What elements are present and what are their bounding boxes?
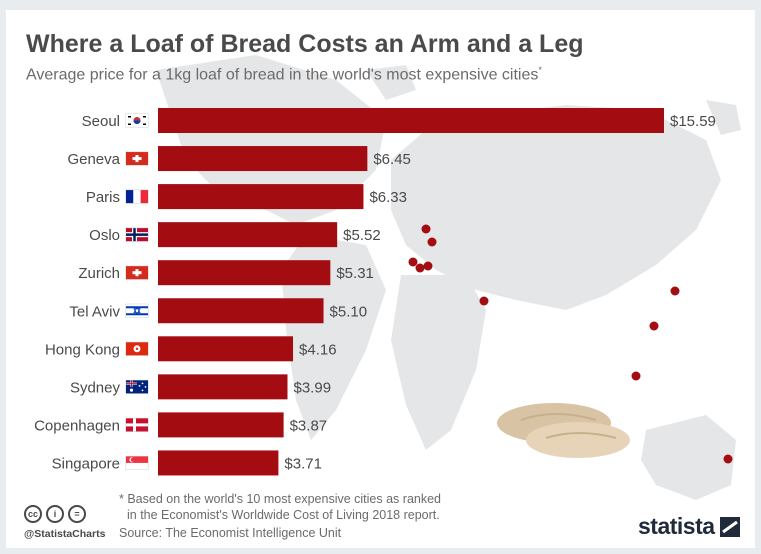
bar-chart: Seoul $15.59 Geneva $6.45 Paris $6.33 Oslo $5.5… — [34, 108, 716, 476]
category-label: Sydney — [70, 379, 121, 396]
denmark-flag-icon — [125, 417, 149, 432]
category-label: Zurich — [78, 265, 120, 282]
city-dot — [415, 263, 425, 273]
bar — [158, 450, 279, 476]
australia-flag-icon — [125, 379, 149, 394]
category-label: Geneva — [67, 151, 120, 168]
city-dot — [421, 224, 431, 234]
france-flag-icon — [125, 189, 149, 204]
value-label: $5.10 — [330, 303, 368, 320]
subtitle-footnote-mark: * — [538, 65, 542, 75]
norway-flag-icon — [125, 227, 149, 242]
bar — [158, 298, 324, 324]
logo-text: statista — [638, 513, 715, 539]
bar — [158, 374, 288, 400]
category-label: Seoul — [82, 113, 120, 130]
bar — [158, 412, 284, 438]
city-dot — [479, 296, 489, 306]
twitter-handle[interactable]: @StatistaCharts — [24, 528, 106, 540]
city-dot — [631, 371, 641, 381]
city-dot — [423, 261, 433, 271]
by-icon[interactable]: i — [46, 505, 64, 523]
city-dot — [670, 286, 680, 296]
logo-mark-icon — [719, 516, 740, 537]
bar — [158, 146, 368, 172]
switzerland-flag-icon — [125, 151, 149, 166]
source-text: Source: The Economist Intelligence Unit — [119, 526, 342, 540]
value-label: $15.59 — [670, 113, 716, 130]
world-map-background — [156, 55, 741, 500]
category-label: Copenhagen — [34, 417, 120, 434]
city-dot — [427, 237, 437, 247]
bar — [158, 184, 364, 210]
chart-subtitle: Average price for a 1kg loaf of bread in… — [26, 65, 542, 84]
nd-icon[interactable]: = — [68, 505, 86, 523]
switzerland-flag-icon — [125, 265, 149, 280]
value-label: $6.45 — [373, 151, 411, 168]
value-label: $6.33 — [369, 189, 407, 206]
value-label: $5.31 — [336, 265, 374, 282]
value-label: $3.87 — [290, 417, 328, 434]
bread-illustration — [497, 403, 630, 458]
hong-kong-flag-icon — [125, 341, 149, 356]
category-label: Singapore — [52, 455, 120, 472]
cc-icon[interactable]: cc — [24, 505, 42, 523]
bar — [158, 108, 664, 133]
city-dot — [723, 454, 733, 464]
footnote-line-2: in the Economist's Worldwide Cost of Liv… — [127, 508, 440, 522]
category-label: Oslo — [89, 227, 120, 244]
south-korea-flag-icon — [125, 113, 149, 128]
bar — [158, 222, 338, 248]
category-label: Hong Kong — [45, 341, 120, 358]
value-label: $3.71 — [284, 455, 322, 472]
footnote-line-1: * Based on the world's 10 most expensive… — [119, 492, 442, 506]
city-dot — [408, 257, 418, 267]
category-label: Paris — [86, 189, 120, 206]
statista-logo[interactable]: statista — [638, 513, 740, 540]
israel-flag-icon — [125, 303, 149, 318]
bar — [158, 260, 331, 286]
city-dot-markers — [408, 224, 733, 464]
infographic-card: Where a Loaf of Bread Costs an Arm and a… — [6, 10, 755, 548]
chart-title: Where a Loaf of Bread Costs an Arm and a… — [26, 30, 584, 58]
license-icons: cc i = — [24, 505, 86, 523]
singapore-flag-icon — [125, 455, 149, 470]
category-label: Tel Aviv — [69, 303, 120, 320]
subtitle-text: Average price for a 1kg loaf of bread in… — [26, 66, 539, 84]
footnote: * Based on the world's 10 most expensive… — [119, 491, 441, 523]
value-label: $3.99 — [294, 379, 332, 396]
value-label: $4.16 — [299, 341, 337, 358]
value-label: $5.52 — [343, 227, 381, 244]
bar — [158, 336, 294, 362]
city-dot — [649, 321, 659, 331]
